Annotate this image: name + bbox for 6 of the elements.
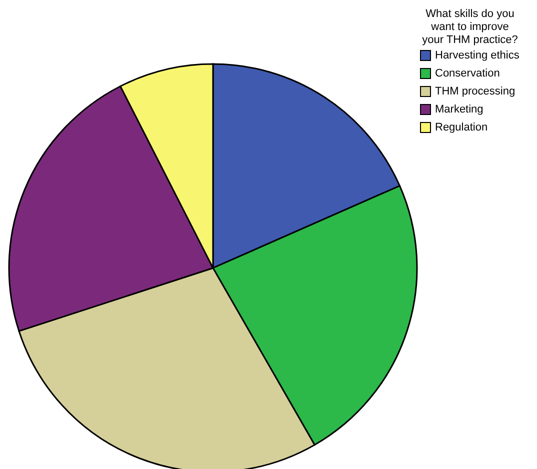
legend-label: Marketing (435, 104, 484, 116)
legend-label: THM processing (435, 86, 516, 98)
legend-label: Conservation (435, 68, 500, 80)
legend-label: Regulation (435, 122, 488, 134)
legend-title: What skills do you want to improve your THM practice? (422, 8, 518, 46)
legend-label: Harvesting ethics (435, 50, 520, 62)
